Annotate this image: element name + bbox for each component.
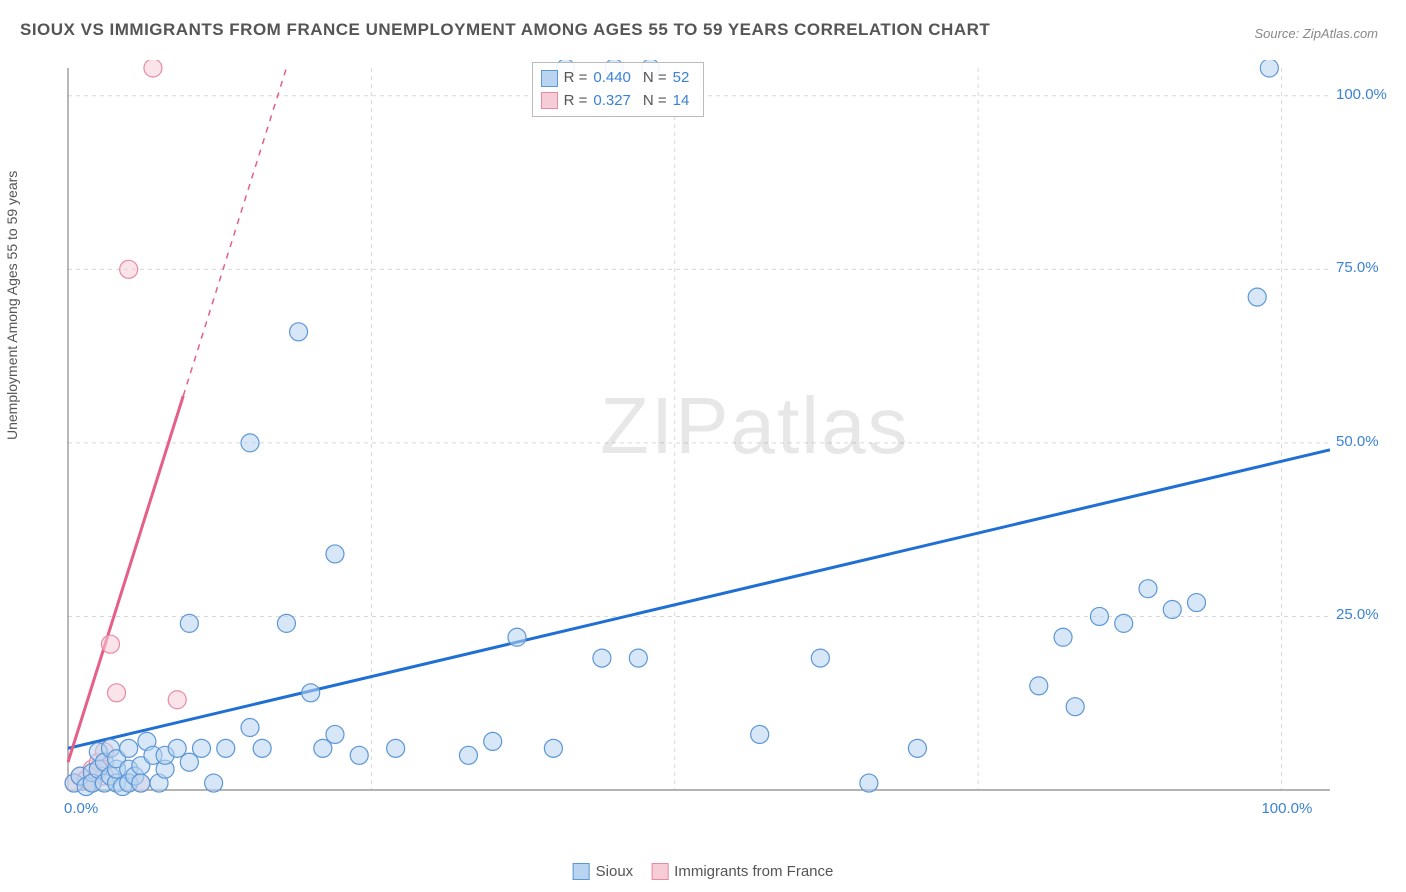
y-tick-label: 100.0% [1336,86,1387,103]
legend-swatch [651,863,668,880]
correlation-stats-legend: R =0.440 N = 52 R =0.327 N = 14 [532,62,705,117]
n-value: 14 [673,90,690,113]
n-value: 52 [673,67,690,90]
r-label: R = [564,67,588,90]
chart-title: SIOUX VS IMMIGRANTS FROM FRANCE UNEMPLOY… [20,20,990,40]
scatter-plot-svg [60,60,1370,820]
series-legend: Sioux Immigrants from France [573,863,834,880]
stats-legend-row: R =0.440 N = 52 [541,67,696,90]
y-axis-label: Unemployment Among Ages 55 to 59 years [4,171,20,440]
n-label: N = [643,90,667,113]
x-tick-label: 0.0% [64,800,98,817]
y-tick-label: 50.0% [1336,433,1379,450]
legend-item: Sioux [573,863,634,880]
legend-swatch [573,863,590,880]
y-tick-label: 25.0% [1336,606,1379,623]
legend-label: Immigrants from France [674,863,833,880]
x-tick-label: 100.0% [1261,800,1312,817]
legend-swatch [541,70,558,87]
chart-plot-area: ZIPatlas R =0.440N =52R =0.327N =14 [60,60,1370,820]
stats-legend-row: R =0.327 N = 14 [541,90,696,113]
r-value: 0.327 [593,90,631,113]
r-value: 0.440 [593,67,631,90]
legend-item: Immigrants from France [651,863,833,880]
y-tick-label: 75.0% [1336,259,1379,276]
legend-swatch [541,92,558,109]
source-attribution: Source: ZipAtlas.com [1254,26,1378,41]
legend-label: Sioux [596,863,634,880]
r-label: R = [564,90,588,113]
n-label: N = [643,67,667,90]
